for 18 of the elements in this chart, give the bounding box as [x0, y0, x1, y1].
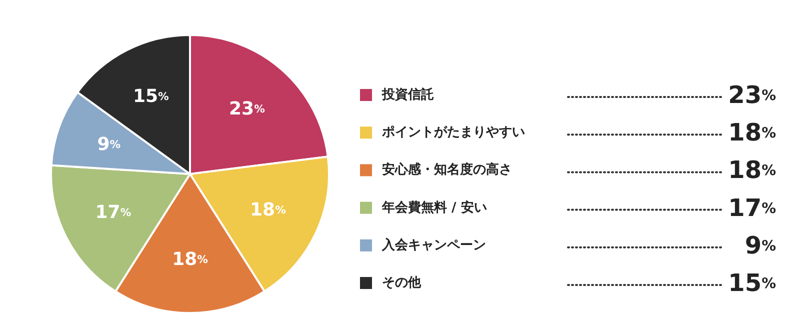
text: 18% — [728, 118, 776, 146]
legend-label: 入会キャンペーン — [381, 236, 486, 253]
legend-label: 年会費無料 / 安い — [381, 199, 487, 216]
text: 15% — [728, 268, 776, 297]
data-label: 17% — [95, 202, 132, 224]
legend-label: 投資信託 — [381, 86, 434, 103]
data-label: 9% — [97, 134, 121, 155]
data-label: 15% — [132, 86, 169, 108]
data-label: 18% — [250, 200, 286, 221]
data-label: 23% — [229, 98, 266, 120]
legend-label: その他 — [382, 276, 422, 291]
text: 17% — [728, 193, 776, 222]
data-label: 18% — [172, 249, 208, 270]
text: 18% — [728, 156, 776, 184]
text: 23% — [728, 80, 776, 109]
text: 9% — [744, 230, 776, 259]
legend-label: 安心感・知名度の高さ — [382, 162, 512, 178]
legend-label: ポイントがたまりやすい — [381, 125, 525, 140]
